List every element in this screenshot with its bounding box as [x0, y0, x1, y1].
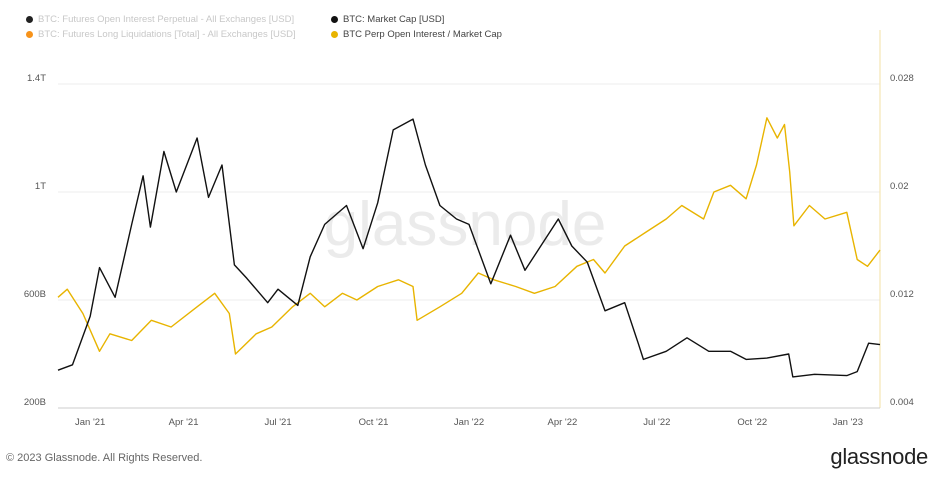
legend-dot-open-interest — [26, 16, 33, 23]
legend-row-2: BTC: Futures Long Liquidations [Total] -… — [26, 27, 636, 42]
y-right-tick-label: 0.028 — [890, 73, 914, 84]
y-left-tick-label: 1.4T — [27, 73, 46, 84]
series-line-oi-ratio — [57, 117, 881, 355]
legend-dot-market-cap — [331, 16, 338, 23]
legend-item-long-liquidations[interactable]: BTC: Futures Long Liquidations [Total] -… — [26, 27, 331, 42]
axis-labels: 200B 0.004 600B 0.012 1T 0.02 1.4T 0.028 Jan '21… — [24, 73, 914, 428]
legend: BTC: Futures Open Interest Perpetual - A… — [26, 12, 636, 42]
legend-item-oi-ratio[interactable]: BTC Perp Open Interest / Market Cap — [331, 27, 636, 42]
x-tick-label: Jan '21 — [75, 417, 105, 428]
legend-label-open-interest: BTC: Futures Open Interest Perpetual - A… — [38, 14, 295, 25]
x-tick-label: Jan '22 — [454, 417, 484, 428]
y-right-tick-label: 0.02 — [890, 181, 909, 192]
y-left-tick-label: 1T — [35, 181, 46, 192]
copyright-text: © 2023 Glassnode. All Rights Reserved. — [6, 452, 203, 464]
chart-area[interactable]: glassnode 200B 0.004 600B 0.012 1T 0.02 1.4T 0.… — [0, 0, 936, 440]
y-right-tick-label: 0.012 — [890, 289, 914, 300]
gridlines — [58, 83, 880, 301]
series-line-market-cap — [57, 118, 881, 378]
brand-logo[interactable]: glassnode — [830, 444, 928, 469]
series-marks — [57, 117, 881, 378]
x-tick-label: Oct '22 — [737, 417, 767, 428]
x-tick-label: Jan '23 — [833, 417, 863, 428]
x-tick-label: Apr '21 — [169, 417, 199, 428]
legend-label-oi-ratio: BTC Perp Open Interest / Market Cap — [343, 29, 502, 40]
legend-item-market-cap[interactable]: BTC: Market Cap [USD] — [331, 12, 636, 27]
y-left-tick-label: 200B — [24, 397, 46, 408]
x-tick-label: Apr '22 — [548, 417, 578, 428]
x-tick-label: Oct '21 — [359, 417, 389, 428]
x-tick-label: Jul '22 — [643, 417, 670, 428]
x-tick-label: Jul '21 — [264, 417, 291, 428]
y-left-tick-label: 600B — [24, 289, 46, 300]
legend-dot-long-liquidations — [26, 31, 33, 38]
watermark: glassnode — [324, 190, 607, 259]
legend-dot-oi-ratio — [331, 31, 338, 38]
y-right-tick-label: 0.004 — [890, 397, 914, 408]
legend-label-long-liquidations: BTC: Futures Long Liquidations [Total] -… — [38, 29, 296, 40]
legend-row-1: BTC: Futures Open Interest Perpetual - A… — [26, 12, 636, 27]
legend-item-open-interest[interactable]: BTC: Futures Open Interest Perpetual - A… — [26, 12, 331, 27]
legend-label-market-cap: BTC: Market Cap [USD] — [343, 14, 445, 25]
